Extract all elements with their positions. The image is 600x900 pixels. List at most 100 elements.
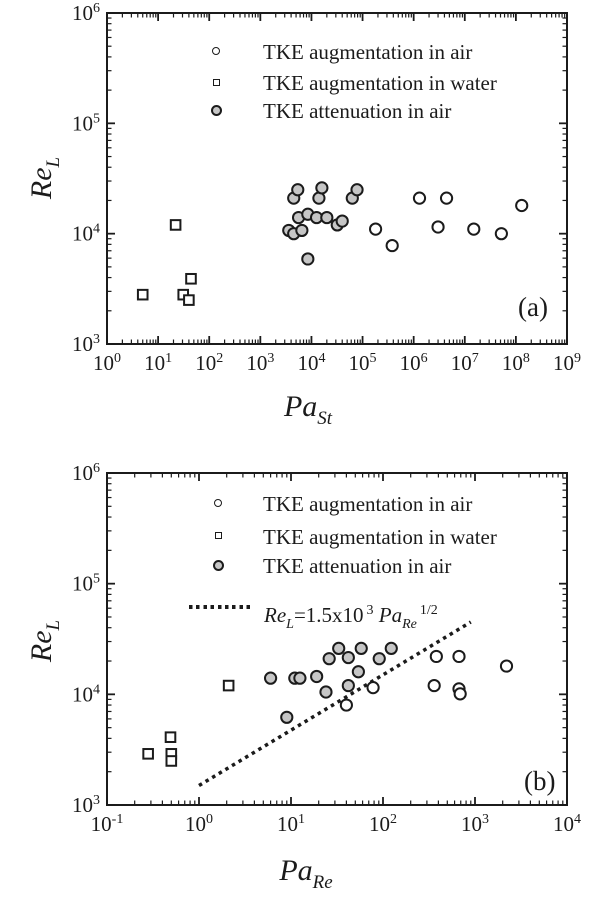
tick-label: 104 [72, 222, 100, 246]
legend-open-square-icon [213, 79, 220, 86]
x-axis-title-b: PaRe [241, 854, 371, 900]
legend-gray-circle-icon [211, 105, 222, 116]
plot-border [106, 472, 568, 806]
data-point-open-square [142, 748, 154, 760]
y-axis-title-a: ReL [24, 113, 64, 243]
plot-border [106, 12, 568, 345]
data-point-open-circle [429, 649, 443, 664]
data-point-open-square [222, 679, 235, 692]
data-point-open-circle [499, 659, 514, 673]
tick-label: 100 [185, 812, 213, 836]
legend-open-circle-icon [214, 499, 222, 507]
data-point-gray-circle [301, 252, 315, 266]
data-point-gray-circle [384, 641, 398, 656]
tick-label: 104 [72, 682, 100, 706]
tick-label: 108 [502, 351, 530, 375]
tick-label: 104 [297, 351, 325, 375]
equation-sup: 1/2 [419, 603, 438, 618]
data-point-open-circle [439, 191, 454, 205]
data-point-gray-circle [350, 183, 364, 197]
data-point-open-square [183, 294, 195, 306]
equation-lhs-sub: L [286, 617, 294, 632]
legend-dotted-line-icon [189, 605, 252, 609]
equation-mid: =1.5x10 [293, 603, 364, 627]
data-point-gray-circle [341, 678, 355, 693]
data-point-open-square [169, 219, 182, 231]
data-point-gray-circle [315, 181, 329, 195]
equation-rhs-sub: Re [402, 617, 417, 632]
panel-label-a: (a) [518, 292, 548, 322]
data-point-open-circle [467, 222, 481, 236]
panel-a: 100 101 102 103 104 105 106 107 108 1091031041051… [72, 1, 581, 375]
tick-label: 102 [369, 812, 397, 836]
data-point-open-circle [366, 681, 380, 695]
x-axis-title-main: Pa [283, 390, 318, 423]
data-point-open-circle [452, 649, 466, 664]
data-point-open-circle [412, 191, 427, 205]
data-point-gray-circle [319, 685, 333, 699]
tick-label: 103 [246, 351, 274, 375]
data-point-gray-circle [293, 671, 307, 685]
y-axis-title-main: Re [25, 167, 58, 200]
x-axis-title-main: Pa [279, 854, 313, 887]
y-axis-title-sub: L [43, 156, 64, 168]
equation-lhs: Re [264, 603, 287, 627]
data-point-open-circle [431, 220, 445, 234]
legend-label-augmentation-water: TKE augmentation in water [263, 71, 497, 95]
data-point-open-circle [427, 678, 441, 693]
trend-equation: ReL=1.5x10 3 PaRe1/2 [264, 598, 438, 638]
tick-label: 106 [72, 461, 100, 485]
tick-label: 107 [451, 351, 479, 375]
x-axis-title-sub: Re [312, 872, 333, 893]
tick-label: 106 [72, 1, 100, 25]
tick-label: 102 [195, 351, 223, 375]
legend-label-augmentation-air: TKE augmentation in air [263, 40, 473, 64]
data-point-open-circle [369, 222, 383, 236]
legend-label-attenuation-air: TKE attenuation in air [263, 99, 452, 123]
tick-label: 101 [277, 812, 305, 836]
tick-label: 109 [553, 351, 581, 375]
tick-label: 100 [93, 351, 121, 375]
data-point-open-circle [515, 198, 529, 213]
data-point-open-square [165, 755, 178, 767]
equation-rhs: Pa [378, 603, 403, 627]
data-point-gray-circle [310, 669, 324, 684]
data-point-gray-circle [354, 641, 368, 656]
tick-label: 105 [349, 351, 377, 375]
data-point-gray-circle [351, 665, 365, 679]
y-axis-title-sub: L [43, 619, 64, 631]
data-point-gray-circle [263, 671, 278, 685]
x-axis-title-sub: St [317, 408, 333, 429]
legend-label-attenuation-air: TKE attenuation in air [263, 554, 452, 578]
data-point-open-square [136, 288, 149, 301]
data-point-open-square [185, 272, 197, 285]
data-point-gray-circle [280, 710, 294, 724]
legend-open-circle-icon [212, 47, 220, 55]
legend-gray-circle-icon [213, 560, 224, 571]
data-point-open-circle [453, 687, 467, 701]
tick-label: 10-1 [91, 812, 124, 836]
equation-exp: 3 [366, 603, 374, 618]
tick-label: 105 [72, 572, 100, 596]
tick-label: 103 [461, 812, 489, 836]
data-point-gray-circle [320, 210, 334, 225]
tick-label: 104 [553, 812, 581, 836]
data-point-gray-circle [335, 214, 349, 228]
x-axis-title-a: PaSt [243, 390, 373, 436]
legend-label-augmentation-air: TKE augmentation in air [263, 492, 473, 516]
data-point-gray-circle [341, 650, 355, 665]
data-point-open-circle [339, 698, 353, 712]
trend-line [198, 620, 472, 788]
y-axis-title-main: Re [25, 630, 58, 663]
tick-label: 106 [400, 351, 428, 375]
data-point-gray-circle [322, 652, 336, 666]
legend-label-augmentation-water: TKE augmentation in water [263, 525, 497, 549]
data-point-open-square [164, 731, 177, 743]
tick-label: 101 [144, 351, 172, 375]
y-axis-title-b: ReL [24, 576, 64, 706]
data-point-open-circle [385, 238, 399, 253]
legend-open-square-icon [215, 532, 222, 539]
